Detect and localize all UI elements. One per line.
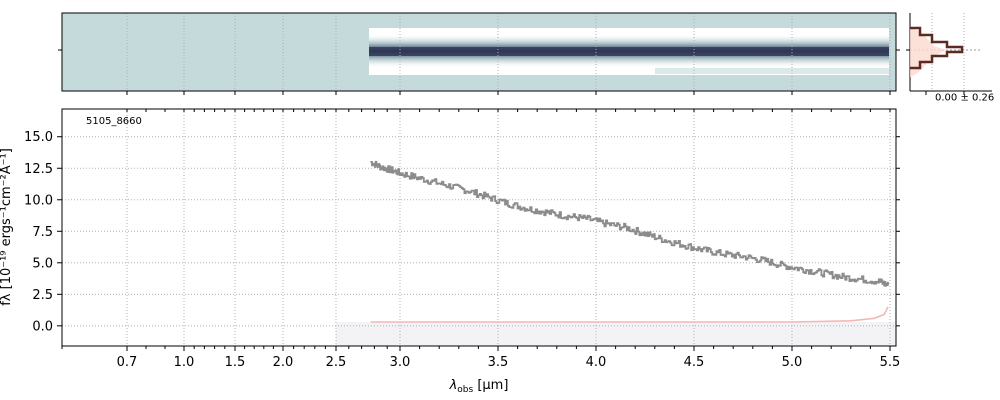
x-tick-label: 5.0 <box>782 355 803 370</box>
error-series-line <box>370 306 889 323</box>
x-tick-label: 4.0 <box>586 355 607 370</box>
x-axis-label-sub: obs <box>457 385 473 395</box>
y-tick-label: 10.0 <box>24 193 53 208</box>
y-axis-label: fλ [10⁻¹⁹ ergs⁻¹cm⁻²Å⁻¹] <box>0 148 14 306</box>
flux-series-line <box>370 160 889 287</box>
x-axis-label-unit: [μm] <box>473 378 508 393</box>
x-tick-label: 2.0 <box>273 355 294 370</box>
1d-spectrum-panel: 0.0 2.5 5.0 7.5 10.0 12.5 15.0 0.7 1.0 1.5 2.0 2.5… <box>0 108 901 395</box>
2d-spectrum-blue-end <box>655 68 889 74</box>
2d-spectrum-panel <box>58 12 900 95</box>
plot-series <box>370 160 889 323</box>
plot-frame <box>61 108 897 347</box>
x-axis-label-main: λ <box>449 378 458 393</box>
x-tick-label: 4.5 <box>684 355 705 370</box>
2d-spectrum-xticks <box>126 91 891 95</box>
histogram-steps <box>910 26 964 70</box>
x-axis-label: λobs [μm] <box>449 378 509 395</box>
y-tick-label: 5.0 <box>32 256 53 271</box>
2d-spectrum-core <box>369 47 889 56</box>
y-axis-ticks: 0.0 2.5 5.0 7.5 10.0 12.5 15.0 <box>24 130 900 334</box>
residual-histogram-panel: 0.00 ± 0.26 <box>906 13 994 103</box>
x-tick-label: 3.5 <box>488 355 509 370</box>
y-tick-label: 2.5 <box>32 288 53 303</box>
2d-spectrum-frame <box>61 12 897 92</box>
plot-area <box>62 109 896 346</box>
y-tick-label: 12.5 <box>24 162 53 177</box>
y-tick-label: 7.5 <box>32 225 53 240</box>
y-tick-label: 0.0 <box>32 319 53 334</box>
y-tick-label: 15.0 <box>24 130 53 145</box>
x-tick-label: 0.7 <box>117 355 138 370</box>
object-id-label: 5105_8660 <box>86 116 142 127</box>
x-tick-label: 5.5 <box>880 355 901 370</box>
x-tick-label: 1.0 <box>174 355 195 370</box>
2d-spectrum-grid <box>126 13 891 91</box>
x-tick-label: 1.5 <box>225 355 246 370</box>
x-tick-label: 2.5 <box>326 355 347 370</box>
histogram-label: 0.00 ± 0.26 <box>935 92 994 103</box>
x-axis-ticks: 0.7 1.0 1.5 2.0 2.5 3.0 3.5 4.0 4.5 5.0 5.5 <box>61 109 901 370</box>
x-tick-label: 3.0 <box>390 355 411 370</box>
no-coverage-shade <box>336 322 896 346</box>
plot-grid <box>62 109 896 346</box>
